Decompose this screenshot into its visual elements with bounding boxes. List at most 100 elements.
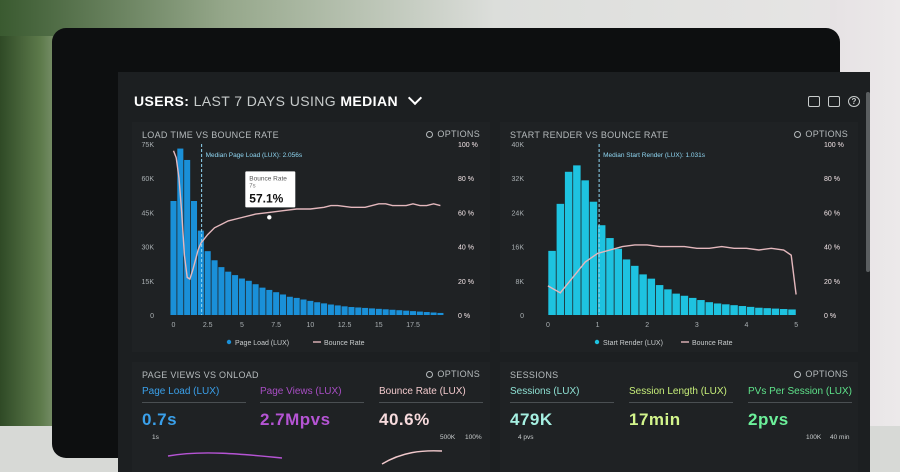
chart-bar: [403, 310, 410, 315]
chart-bar: [655, 285, 664, 315]
y-left-tick-label: 24K: [512, 210, 525, 217]
legend-bars-label: Page Load (LUX): [235, 340, 289, 347]
y-left-tick-label: 0: [150, 313, 154, 320]
chart-bar: [266, 289, 273, 315]
scrollbar[interactable]: [866, 92, 870, 272]
chart-bar: [286, 296, 293, 315]
chart-bar: [279, 294, 287, 315]
y-right-tick-label: 40 %: [824, 245, 840, 252]
chart-bar: [672, 293, 680, 315]
load-time-panel: LOAD TIME VS BOUNCE RATE OPTIONS 0 15K 30K…: [132, 122, 490, 352]
x-tick-label: 15: [375, 322, 383, 329]
metric-label: PVs Per Session (LUX): [748, 386, 852, 397]
start-render-panel: START RENDER VS BOUNCE RATE OPTIONS 0 8K 1…: [500, 122, 858, 352]
metric-bounce-rate[interactable]: Bounce Rate (LUX) 40.6%: [379, 386, 483, 430]
x-tick-label: 12.5: [338, 322, 352, 329]
options-button[interactable]: OPTIONS: [794, 129, 848, 139]
chart-bar: [622, 259, 631, 315]
chart-bar: [564, 171, 573, 315]
chart-bar: [763, 308, 771, 315]
chart-bar: [238, 278, 245, 315]
mini-sparkline: [167, 450, 443, 465]
start-render-chart: 0 8K 16K 24K 32K 40K 0 % 20 % 40 % 60 % 80 % 100 % 0…: [512, 142, 844, 347]
chart-bar: [307, 300, 314, 315]
y-right-tick-label: 0 %: [824, 313, 836, 320]
chart-bar: [232, 275, 239, 315]
panel-title: START RENDER VS BOUNCE RATE: [510, 130, 669, 140]
monitor-icon[interactable]: [808, 96, 820, 107]
metric-value: 2pvs: [748, 410, 789, 429]
median-label: Median Start Render (LUX): 1.031s: [603, 152, 706, 159]
options-label: OPTIONS: [437, 369, 480, 379]
chart-bar: [664, 289, 672, 315]
axis-label: 4 pvs: [518, 434, 534, 441]
y-right-tick-label: 20 %: [824, 279, 840, 286]
chart-bar: [410, 311, 417, 315]
metric-sessions[interactable]: Sessions (LUX) 479K: [510, 386, 614, 430]
chart-bar: [788, 309, 796, 315]
metric-label: Bounce Rate (LUX): [379, 386, 466, 397]
chart-bar: [252, 284, 259, 315]
y-right-tick-label: 80 %: [458, 176, 474, 183]
x-tick-label: 1: [596, 322, 600, 329]
chart-bar: [259, 287, 266, 315]
x-tick-label: 5: [794, 322, 798, 329]
chevron-down-icon[interactable]: [408, 90, 423, 106]
options-button[interactable]: OPTIONS: [794, 369, 848, 379]
options-button[interactable]: OPTIONS: [426, 129, 480, 139]
header-icons: ?: [808, 96, 860, 107]
chart-bar: [293, 297, 300, 315]
y-right-tick-label: 40 %: [458, 245, 474, 252]
chart-bar: [190, 201, 198, 315]
options-label: OPTIONS: [437, 129, 480, 139]
metric-value: 0.7s: [142, 410, 178, 429]
chart-bar: [631, 265, 639, 315]
chart-bar: [697, 300, 705, 315]
dashboard-title[interactable]: USERS: LAST 7 DAYS USING MEDIAN: [134, 90, 423, 109]
chart-bar: [300, 299, 307, 315]
legend-bars-marker: [594, 339, 600, 345]
tooltip-point: [267, 215, 272, 220]
chart-bar: [746, 306, 755, 315]
metric-page-views[interactable]: Page Views (LUX) 2.7Mpvs: [260, 386, 364, 430]
chart-bar: [177, 148, 184, 315]
chart-bar: [334, 305, 341, 315]
share-icon[interactable]: [828, 96, 840, 107]
metric-label: Page Views (LUX): [260, 386, 342, 397]
x-tick-label: 0: [172, 322, 176, 329]
chart-bar: [382, 309, 389, 315]
x-tick-label: 3: [695, 322, 699, 329]
chart-bar: [705, 302, 714, 315]
panel-title: SESSIONS: [510, 370, 559, 380]
x-tick-label: 10: [306, 322, 314, 329]
x-tick-label: 0: [546, 322, 550, 329]
metric-session-length[interactable]: Session Length (LUX) 17min: [629, 386, 733, 430]
metric-page-load[interactable]: Page Load (LUX) 0.7s: [142, 386, 246, 430]
y-right-tick-label: 0 %: [458, 313, 470, 320]
options-button[interactable]: OPTIONS: [426, 369, 480, 379]
axis-label: 1s: [152, 434, 159, 441]
legend-bars-label: Start Render (LUX): [603, 340, 663, 347]
title-range: LAST 7 DAYS: [193, 93, 286, 109]
help-icon[interactable]: ?: [848, 96, 860, 107]
y-left-tick-label: 15K: [142, 279, 155, 286]
chart-bar: [556, 203, 565, 315]
chart-bar: [688, 297, 697, 315]
x-tick-label: 2: [645, 322, 649, 329]
y-right-tick-label: 100 %: [824, 142, 844, 149]
metric-pvs-per-session[interactable]: PVs Per Session (LUX) 2pvs: [748, 386, 852, 430]
chart-bar: [779, 309, 788, 315]
chart-bar: [614, 248, 623, 315]
y-left-tick-label: 0: [520, 313, 524, 320]
page-views-panel: PAGE VIEWS VS ONLOAD OPTIONS Page Load (…: [132, 362, 490, 472]
axis-label: 100%: [465, 434, 482, 441]
y-right-tick-label: 80 %: [824, 176, 840, 183]
legend-line-label: Bounce Rate: [692, 340, 733, 347]
sessions-panel: SESSIONS OPTIONS Sessions (LUX) 479K Ses…: [500, 362, 858, 472]
panel-title: LOAD TIME VS BOUNCE RATE: [142, 130, 279, 140]
chart-bar: [396, 310, 403, 315]
metric-divider: [748, 402, 852, 403]
y-left-tick-label: 40K: [512, 142, 525, 149]
tooltip-value: 57.1%: [249, 191, 283, 205]
median-label: Median Page Load (LUX): 2.056s: [206, 152, 303, 159]
